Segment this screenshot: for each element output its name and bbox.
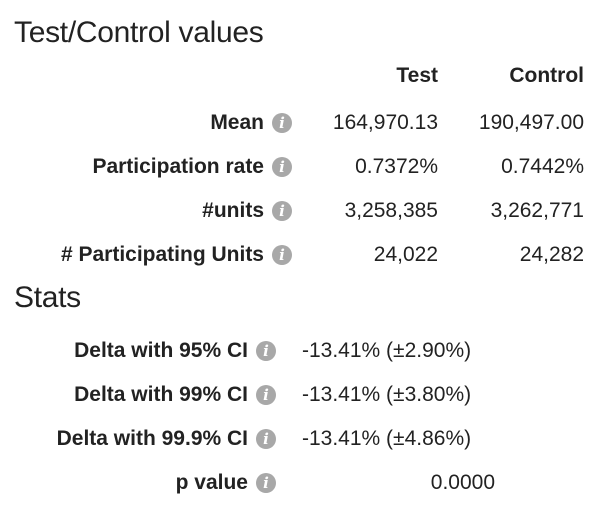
test-value: 0.7372%	[355, 155, 438, 178]
info-icon[interactable]	[272, 113, 292, 133]
column-header-test: Test	[396, 64, 438, 87]
test-value: 164,970.13	[332, 111, 438, 134]
info-icon[interactable]	[272, 201, 292, 221]
stat-label: Delta with 95% CI	[0, 336, 276, 366]
metric-label: Participation rate	[0, 152, 292, 182]
metric-label: # Participating Units	[0, 240, 292, 270]
control-value: 0.7442%	[501, 155, 584, 178]
test-value: 3,258,385	[344, 199, 438, 222]
column-header-control: Control	[509, 64, 584, 87]
control-value: 190,497.00	[478, 111, 584, 134]
stat-value: -13.41% (±2.90%)	[302, 339, 472, 362]
metric-label: #units	[0, 196, 292, 226]
stat-value: -13.41% (±3.80%)	[302, 383, 472, 406]
control-value: 3,262,771	[490, 199, 584, 222]
stats-title: Stats	[14, 281, 81, 314]
metric-label: Mean	[0, 108, 292, 138]
info-icon[interactable]	[256, 385, 276, 405]
stat-label: Delta with 99.9% CI	[0, 424, 276, 454]
info-icon[interactable]	[256, 341, 276, 361]
test-control-title: Test/Control values	[14, 16, 264, 49]
control-value: 24,282	[519, 243, 584, 266]
stat-value: 0.0000	[430, 471, 495, 494]
info-icon[interactable]	[256, 473, 276, 493]
test-value: 24,022	[373, 243, 438, 266]
info-icon[interactable]	[272, 157, 292, 177]
stat-label: Delta with 99% CI	[0, 380, 276, 410]
info-icon[interactable]	[256, 429, 276, 449]
stat-value: -13.41% (±4.86%)	[302, 427, 472, 450]
stat-label: p value	[0, 468, 276, 498]
info-icon[interactable]	[272, 245, 292, 265]
